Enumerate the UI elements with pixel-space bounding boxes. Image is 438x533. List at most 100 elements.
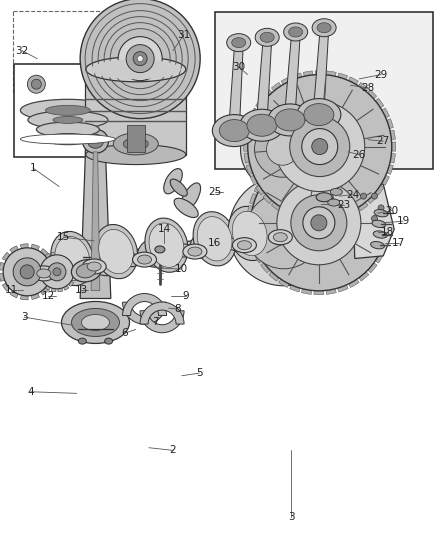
Polygon shape — [80, 141, 111, 298]
Wedge shape — [38, 272, 57, 281]
Polygon shape — [30, 224, 298, 280]
Circle shape — [291, 195, 347, 251]
Ellipse shape — [188, 247, 202, 256]
Wedge shape — [301, 151, 319, 223]
Wedge shape — [250, 193, 319, 223]
Wedge shape — [254, 223, 319, 263]
Ellipse shape — [113, 133, 158, 155]
Wedge shape — [320, 147, 336, 222]
Wedge shape — [45, 253, 57, 272]
Wedge shape — [51, 252, 57, 272]
Wedge shape — [21, 272, 28, 300]
Wedge shape — [320, 147, 377, 204]
Wedge shape — [315, 147, 325, 223]
Wedge shape — [320, 147, 358, 216]
Bar — [14, 64, 120, 157]
Polygon shape — [127, 125, 145, 152]
Wedge shape — [40, 272, 57, 286]
Polygon shape — [257, 43, 272, 119]
Bar — [215, 12, 433, 169]
Text: 15: 15 — [57, 232, 70, 242]
Text: 26: 26 — [353, 150, 366, 159]
Wedge shape — [281, 147, 320, 216]
Ellipse shape — [81, 314, 110, 330]
Ellipse shape — [330, 188, 343, 196]
Ellipse shape — [183, 244, 207, 259]
Ellipse shape — [105, 338, 113, 344]
Wedge shape — [247, 205, 319, 223]
Wedge shape — [27, 272, 54, 287]
Text: 32: 32 — [15, 46, 28, 55]
Wedge shape — [319, 151, 336, 223]
Wedge shape — [320, 90, 377, 147]
Text: 9: 9 — [183, 291, 190, 301]
Ellipse shape — [86, 144, 186, 165]
Text: 12: 12 — [42, 291, 55, 301]
Text: 1: 1 — [29, 163, 36, 173]
Ellipse shape — [91, 59, 181, 79]
Text: 29: 29 — [374, 70, 388, 79]
Circle shape — [48, 263, 66, 281]
Wedge shape — [261, 173, 319, 223]
Circle shape — [251, 155, 387, 291]
Polygon shape — [353, 184, 394, 259]
Wedge shape — [320, 142, 396, 151]
Wedge shape — [38, 263, 57, 272]
Text: 24: 24 — [346, 190, 359, 199]
Wedge shape — [57, 253, 69, 272]
Ellipse shape — [82, 259, 106, 274]
Text: 10: 10 — [175, 264, 188, 274]
Ellipse shape — [37, 269, 51, 278]
Circle shape — [248, 75, 392, 219]
Wedge shape — [319, 173, 377, 223]
Wedge shape — [246, 147, 320, 174]
Wedge shape — [320, 147, 389, 185]
Text: 3: 3 — [288, 512, 295, 522]
Wedge shape — [269, 223, 319, 281]
Circle shape — [303, 207, 335, 239]
Circle shape — [371, 193, 378, 199]
Circle shape — [378, 205, 384, 211]
Ellipse shape — [90, 245, 134, 276]
Ellipse shape — [170, 179, 187, 196]
Wedge shape — [292, 73, 320, 147]
Wedge shape — [57, 252, 63, 272]
Circle shape — [302, 128, 338, 165]
Ellipse shape — [227, 34, 251, 52]
Wedge shape — [320, 147, 384, 195]
Wedge shape — [57, 257, 74, 272]
Ellipse shape — [197, 216, 232, 261]
Text: 4: 4 — [27, 387, 34, 397]
Wedge shape — [319, 165, 369, 223]
Wedge shape — [320, 147, 348, 220]
Ellipse shape — [48, 251, 92, 282]
Wedge shape — [246, 119, 320, 147]
Wedge shape — [303, 71, 320, 147]
Ellipse shape — [304, 103, 334, 126]
Wedge shape — [244, 130, 320, 147]
Ellipse shape — [21, 99, 115, 122]
Wedge shape — [27, 257, 54, 272]
Wedge shape — [27, 272, 39, 300]
Ellipse shape — [138, 255, 152, 264]
Ellipse shape — [271, 233, 290, 245]
Ellipse shape — [289, 27, 303, 37]
Ellipse shape — [219, 119, 249, 142]
Circle shape — [290, 117, 350, 176]
Wedge shape — [27, 268, 55, 276]
Circle shape — [80, 0, 200, 119]
Ellipse shape — [174, 198, 198, 217]
Wedge shape — [319, 158, 359, 223]
Ellipse shape — [35, 269, 53, 280]
Wedge shape — [315, 70, 325, 147]
Text: 31: 31 — [177, 30, 191, 39]
Ellipse shape — [99, 229, 134, 274]
Polygon shape — [285, 37, 300, 114]
Wedge shape — [27, 248, 49, 272]
Wedge shape — [40, 257, 57, 272]
Wedge shape — [123, 294, 166, 316]
Wedge shape — [244, 147, 320, 163]
Circle shape — [133, 52, 147, 66]
Text: 16: 16 — [208, 238, 221, 247]
Ellipse shape — [71, 309, 120, 336]
